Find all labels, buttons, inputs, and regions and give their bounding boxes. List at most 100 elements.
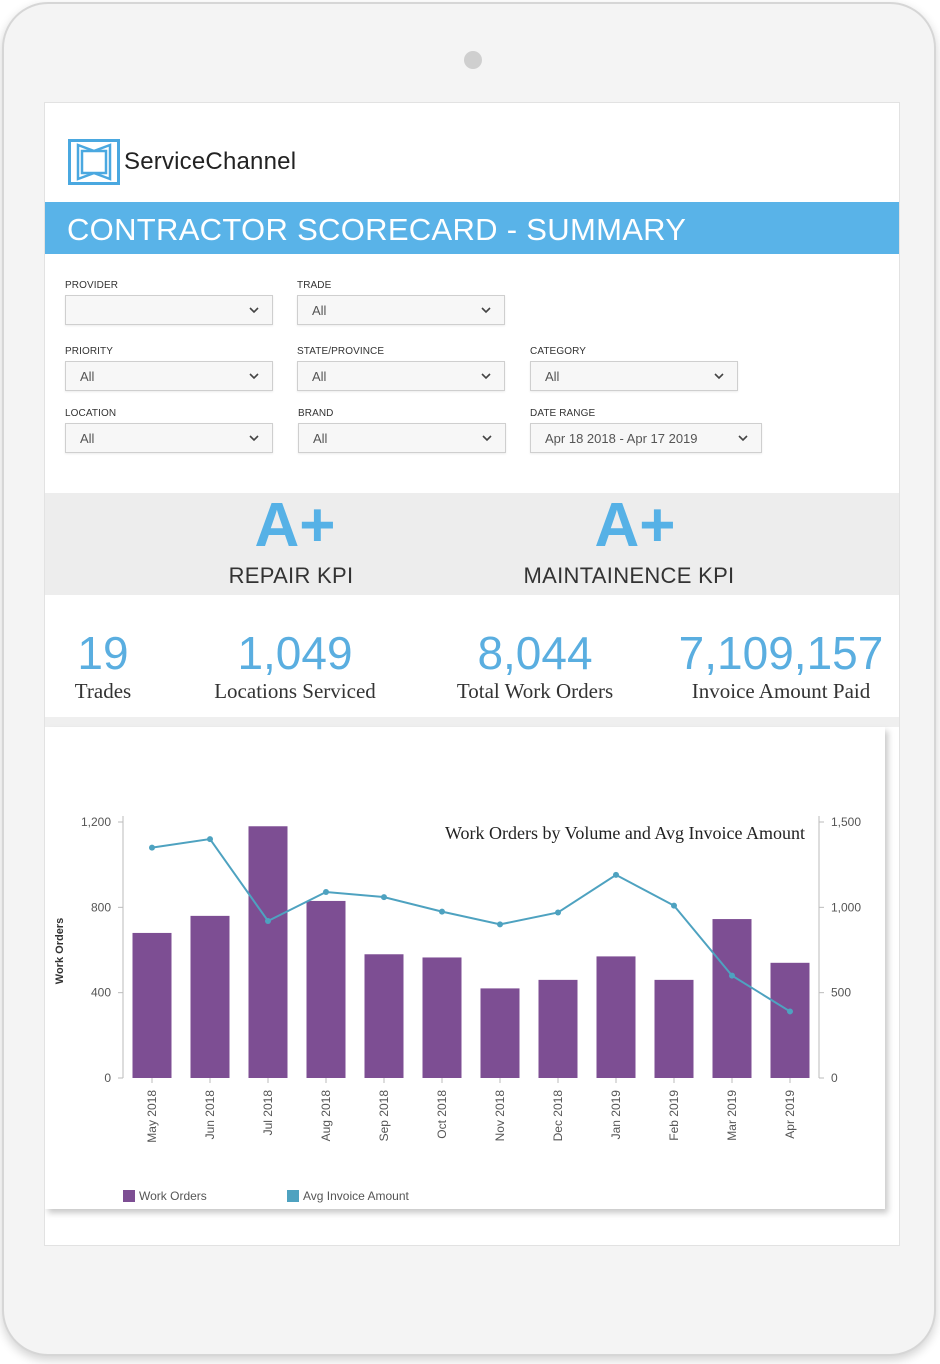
chevron-down-icon	[249, 307, 259, 314]
y-tick-label: 1,200	[81, 815, 111, 829]
filter-label: CATEGORY	[530, 346, 586, 357]
y2-tick-label: 1,000	[831, 900, 861, 914]
stat-value: 7,109,157	[678, 627, 884, 679]
maintenance-kpi-grade: A+	[594, 491, 676, 560]
x-tick-label: Nov 2018	[493, 1090, 507, 1142]
stat-work-orders: 8,044 Total Work Orders	[435, 627, 635, 704]
filter-date-range: DATE RANGE Apr 18 2018 - Apr 17 2019	[530, 408, 762, 453]
x-tick-label: Aug 2018	[319, 1090, 333, 1142]
brand-select[interactable]: All	[298, 423, 506, 453]
bar-work-orders	[654, 979, 694, 1078]
state-select[interactable]: All	[297, 361, 505, 391]
line-avg-invoice	[151, 837, 791, 1013]
app-logo[interactable]: ServiceChannel	[68, 139, 296, 185]
x-tick-label: Apr 2019	[783, 1090, 797, 1139]
work-orders-chart: Work Orders by Volume and Avg Invoice Am…	[54, 815, 861, 1203]
bar-work-orders	[712, 919, 752, 1078]
x-tick-label: May 2018	[145, 1090, 159, 1143]
filter-provider: PROVIDER	[65, 280, 273, 325]
y2-tick-label: 0	[831, 1071, 838, 1085]
bar-work-orders	[596, 956, 636, 1078]
select-value: All	[80, 369, 95, 384]
bar-work-orders	[480, 988, 520, 1078]
stat-value: 8,044	[477, 627, 593, 679]
bar-work-orders	[770, 962, 810, 1078]
x-tick-label: Jul 2018	[261, 1090, 275, 1136]
legend-label-work-orders[interactable]: Work Orders	[139, 1189, 207, 1203]
chevron-down-icon	[249, 435, 259, 442]
legend-swatch-avg-invoice	[287, 1190, 299, 1202]
line-point-avg-invoice	[149, 844, 155, 851]
line-point-avg-invoice	[265, 917, 271, 924]
chevron-down-icon	[714, 373, 724, 380]
filter-label: TRADE	[297, 280, 332, 291]
filter-label: PROVIDER	[65, 280, 119, 291]
select-value: All	[312, 303, 327, 318]
line-point-avg-invoice	[729, 972, 735, 979]
select-value: All	[80, 431, 95, 446]
bar-work-orders	[190, 915, 230, 1078]
bar-work-orders	[364, 954, 404, 1078]
y-tick-label: 0	[104, 1071, 111, 1085]
servicechannel-logo-icon	[68, 139, 120, 185]
select-value: Apr 18 2018 - Apr 17 2019	[545, 431, 698, 446]
line-point-avg-invoice	[555, 909, 561, 916]
bar-work-orders	[132, 932, 172, 1078]
legend-label-avg-invoice[interactable]: Avg Invoice Amount	[303, 1189, 410, 1203]
date-range-select[interactable]: Apr 18 2018 - Apr 17 2019	[530, 423, 762, 453]
line-point-avg-invoice	[497, 921, 503, 928]
stat-label: Total Work Orders	[456, 679, 614, 703]
line-point-avg-invoice	[613, 871, 619, 878]
kpi-band: A+ REPAIR KPI A+ MAINTAINENCE KPI	[45, 491, 899, 595]
y2-tick-label: 500	[831, 986, 851, 1000]
chevron-down-icon	[482, 435, 492, 442]
stat-locations: 1,049 Locations Serviced	[195, 627, 395, 704]
line-point-avg-invoice	[381, 894, 387, 901]
x-tick-label: Jun 2018	[203, 1090, 217, 1140]
x-tick-label: Oct 2018	[435, 1090, 449, 1139]
line-point-avg-invoice	[671, 902, 677, 909]
stat-trades: 19 Trades	[53, 627, 153, 704]
section-divider	[45, 717, 899, 727]
category-select[interactable]: All	[530, 361, 738, 391]
y2-tick-label: 1,500	[831, 815, 861, 829]
x-tick-label: Mar 2019	[725, 1090, 739, 1141]
bar-work-orders	[422, 957, 462, 1078]
stat-label: Trades	[74, 679, 132, 703]
x-tick-label: Feb 2019	[667, 1090, 681, 1141]
line-point-avg-invoice	[323, 888, 329, 895]
y-tick-label: 400	[91, 986, 111, 1000]
filter-label: LOCATION	[65, 408, 117, 419]
x-tick-label: Sep 2018	[377, 1090, 391, 1142]
location-select[interactable]: All	[65, 423, 273, 453]
chart-card: Work Orders by Volume and Avg Invoice Am…	[45, 727, 885, 1209]
chart-title: Work Orders by Volume and Avg Invoice Am…	[445, 823, 805, 843]
maintenance-kpi-label: MAINTAINENCE KPI	[523, 563, 735, 588]
filter-priority: PRIORITY All	[65, 346, 273, 391]
filter-label: PRIORITY	[65, 346, 114, 357]
priority-select[interactable]: All	[65, 361, 273, 391]
chevron-down-icon	[481, 373, 491, 380]
stat-label: Invoice Amount Paid	[691, 679, 871, 703]
chevron-down-icon	[481, 307, 491, 314]
chevron-down-icon	[249, 373, 259, 380]
repair-kpi-label: REPAIR KPI	[228, 563, 354, 588]
filter-location: LOCATION All	[65, 408, 273, 453]
page-banner: CONTRACTOR SCORECARD - SUMMARY	[45, 202, 899, 254]
provider-select[interactable]	[65, 295, 273, 325]
line-point-avg-invoice	[207, 836, 213, 843]
trade-select[interactable]: All	[297, 295, 505, 325]
camera-dot	[464, 51, 482, 69]
chart-legend: Work Orders Avg Invoice Amount	[123, 1189, 410, 1203]
filter-label: STATE/PROVINCE	[297, 346, 385, 357]
scorecard-screen: ServiceChannel CONTRACTOR SCORECARD - SU…	[44, 102, 900, 1246]
app-name: ServiceChannel	[124, 148, 297, 175]
filter-brand: BRAND All	[298, 408, 506, 453]
chevron-down-icon	[738, 435, 748, 442]
select-value: All	[313, 431, 328, 446]
select-value: All	[312, 369, 327, 384]
bar-work-orders	[538, 979, 578, 1078]
filter-state: STATE/PROVINCE All	[297, 346, 505, 391]
repair-kpi-grade: A+	[254, 491, 336, 560]
x-tick-label: Dec 2018	[551, 1090, 565, 1142]
